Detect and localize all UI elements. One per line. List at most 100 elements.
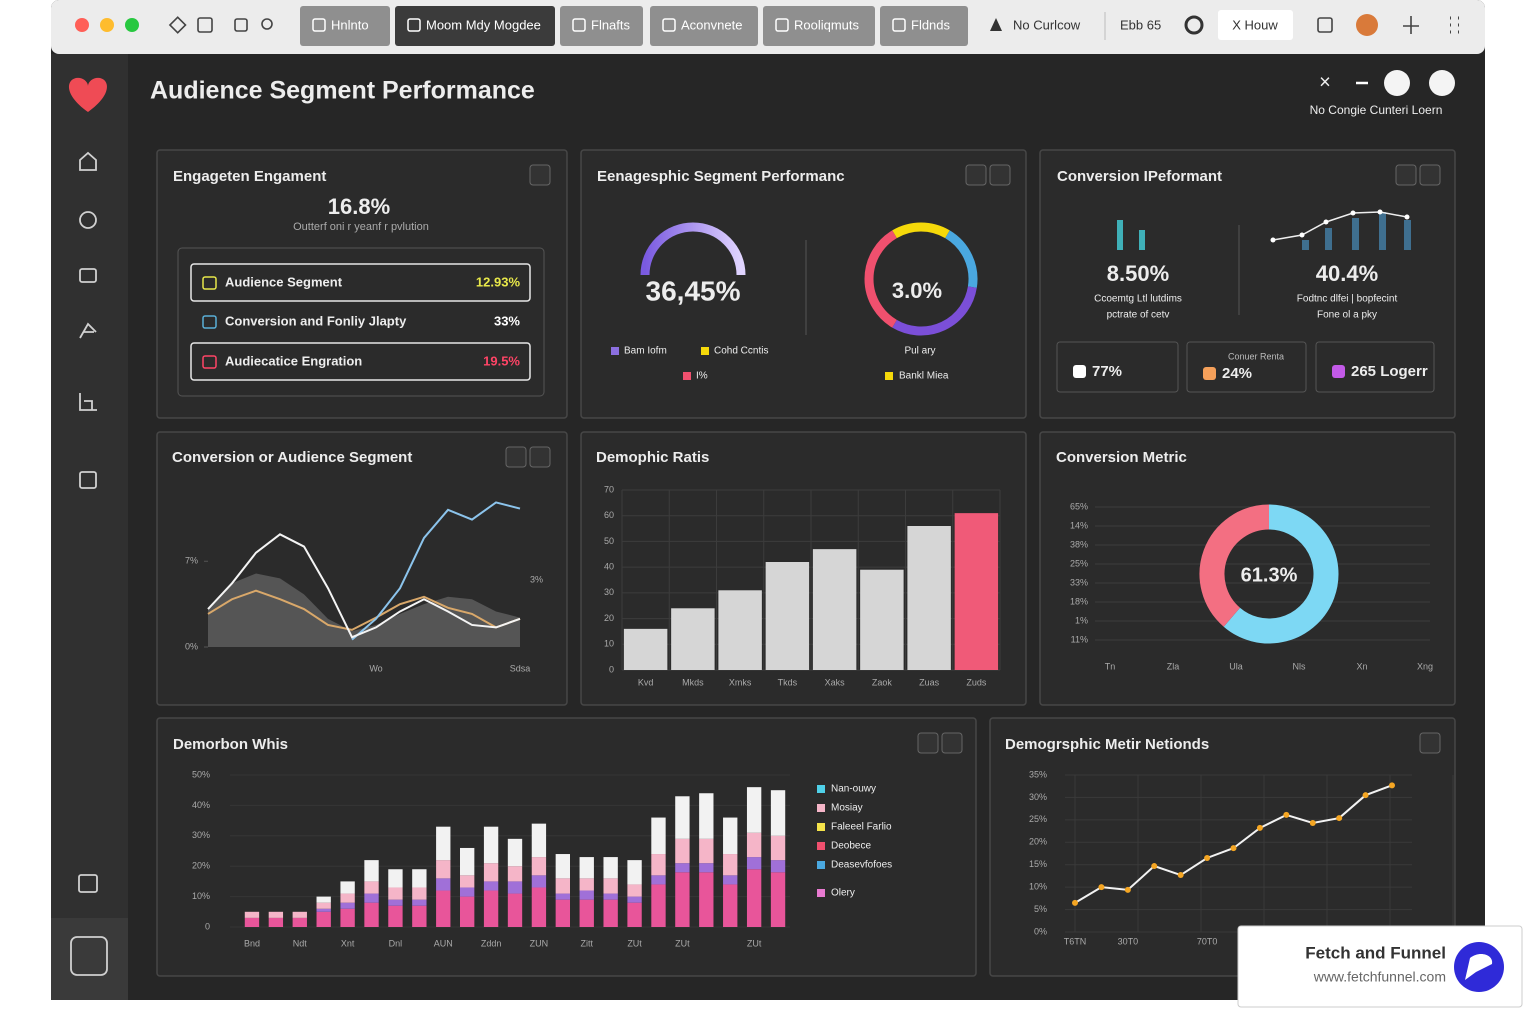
nav-share[interactable] [79, 322, 97, 339]
icon[interactable] [1184, 15, 1204, 35]
browser-tab[interactable] [763, 6, 875, 46]
nav-home[interactable] [79, 151, 97, 171]
action-button[interactable] [1218, 10, 1293, 40]
mini-bar [1379, 212, 1386, 250]
panel-menu[interactable] [505, 446, 527, 468]
x-tick-label: Ndt [293, 938, 308, 948]
max-dot[interactable] [125, 18, 139, 32]
icon[interactable] [234, 18, 248, 32]
gauge-arc [640, 222, 746, 276]
watermark-url: www.fetchfunnel.com [1313, 969, 1446, 985]
kpi-caption: Fodtnc dlfei | bopfecint [1297, 294, 1398, 305]
icon[interactable] [168, 16, 187, 34]
ring-label: 3.0% [892, 278, 942, 303]
kpi-value: 16.8% [328, 194, 390, 219]
panel-menu[interactable] [529, 446, 551, 468]
logo[interactable] [69, 77, 107, 112]
close-button[interactable]: × [1319, 71, 1331, 93]
browser-tab[interactable] [395, 6, 555, 46]
panel-menu[interactable] [917, 732, 939, 754]
browser-tab[interactable] [880, 6, 968, 46]
row-label: Audiecatice Engration [225, 353, 362, 368]
point [1230, 845, 1237, 852]
bar-segment [292, 917, 307, 927]
bar-segment [483, 863, 499, 882]
avatar[interactable] [1356, 14, 1378, 36]
row-label: Audience Segment [225, 274, 343, 289]
kpi-tile[interactable] [1315, 341, 1435, 393]
bar-segment [244, 911, 260, 918]
bar-segment [579, 890, 594, 900]
browser-tab[interactable] [300, 6, 390, 46]
bar-segment [364, 860, 379, 882]
x-tick-label: Sdsa [510, 663, 531, 673]
grid-label: 18% [1070, 596, 1088, 606]
point [1283, 811, 1290, 818]
close-dot[interactable] [75, 18, 89, 32]
bar-segment [412, 887, 427, 900]
panel-menu[interactable] [965, 164, 987, 186]
icon[interactable] [1403, 16, 1419, 34]
watermark-name: Fetch and Funnel [1305, 943, 1446, 962]
tile-label: Conuer Renta [1228, 351, 1284, 361]
legend-swatch [701, 347, 709, 355]
panel-menu[interactable] [1395, 164, 1417, 186]
panel-menu[interactable] [989, 164, 1011, 186]
bar-segment [507, 838, 523, 867]
nav-layout[interactable] [78, 874, 98, 893]
bar-segment [340, 881, 355, 894]
bar-segment [770, 872, 786, 927]
min-dot[interactable] [100, 18, 114, 32]
area [208, 573, 520, 647]
legend-swatch [885, 372, 893, 380]
kpi-caption: Ccoemtg Ltl lutdims [1094, 294, 1182, 305]
mini-point [1350, 210, 1356, 216]
panel-menu[interactable] [1419, 164, 1441, 186]
legend-label: Deasevfofoes [831, 860, 892, 871]
user-avatar[interactable] [1429, 70, 1455, 96]
kpi-tile[interactable] [1056, 341, 1179, 393]
nav-card[interactable] [79, 268, 97, 283]
nav-report[interactable] [79, 471, 97, 489]
browser-tab[interactable] [650, 6, 758, 46]
panel-menu[interactable] [941, 732, 963, 754]
x-label: Nls [1293, 661, 1306, 671]
bar-segment [292, 911, 307, 918]
kpi-caption: Outterf oni r yeanf r pvlution [293, 221, 429, 233]
legend-label: Cohd Ccntis [714, 346, 768, 357]
nav-org[interactable] [79, 393, 97, 411]
y-tick-label: 0 [609, 664, 614, 674]
icon[interactable] [1450, 16, 1459, 34]
bar-segment [340, 908, 355, 927]
user-avatar[interactable] [1384, 70, 1410, 96]
nav-clock[interactable] [79, 211, 97, 229]
bar-segment [603, 878, 618, 894]
panel-menu[interactable] [529, 164, 551, 186]
segment-row[interactable] [190, 263, 531, 302]
bar-segment [627, 884, 642, 897]
point [1389, 782, 1395, 789]
icon[interactable] [197, 17, 213, 33]
kpi-tile[interactable] [1186, 341, 1307, 393]
bar-segment [460, 875, 475, 888]
line [351, 501, 521, 641]
x-tick-label: Xnt [341, 938, 355, 948]
point [1151, 863, 1158, 870]
bar-segment [675, 872, 690, 927]
icon[interactable] [1317, 17, 1333, 33]
panel-menu[interactable] [1419, 732, 1441, 754]
bar-segment [651, 884, 666, 927]
bar-segment [268, 911, 284, 918]
segment-row[interactable] [190, 342, 531, 381]
icon[interactable] [261, 18, 273, 30]
bar-segment [699, 872, 714, 927]
browser-tab[interactable] [560, 6, 643, 46]
x-tick-label: 70T0 [1197, 936, 1218, 946]
bar-segment [699, 863, 714, 873]
nav-settings[interactable] [70, 936, 108, 976]
mini-point [1377, 209, 1383, 215]
bar-segment [483, 826, 499, 864]
bar-segment [723, 817, 738, 855]
bar-segment [699, 838, 714, 864]
bar-segment [603, 899, 618, 927]
